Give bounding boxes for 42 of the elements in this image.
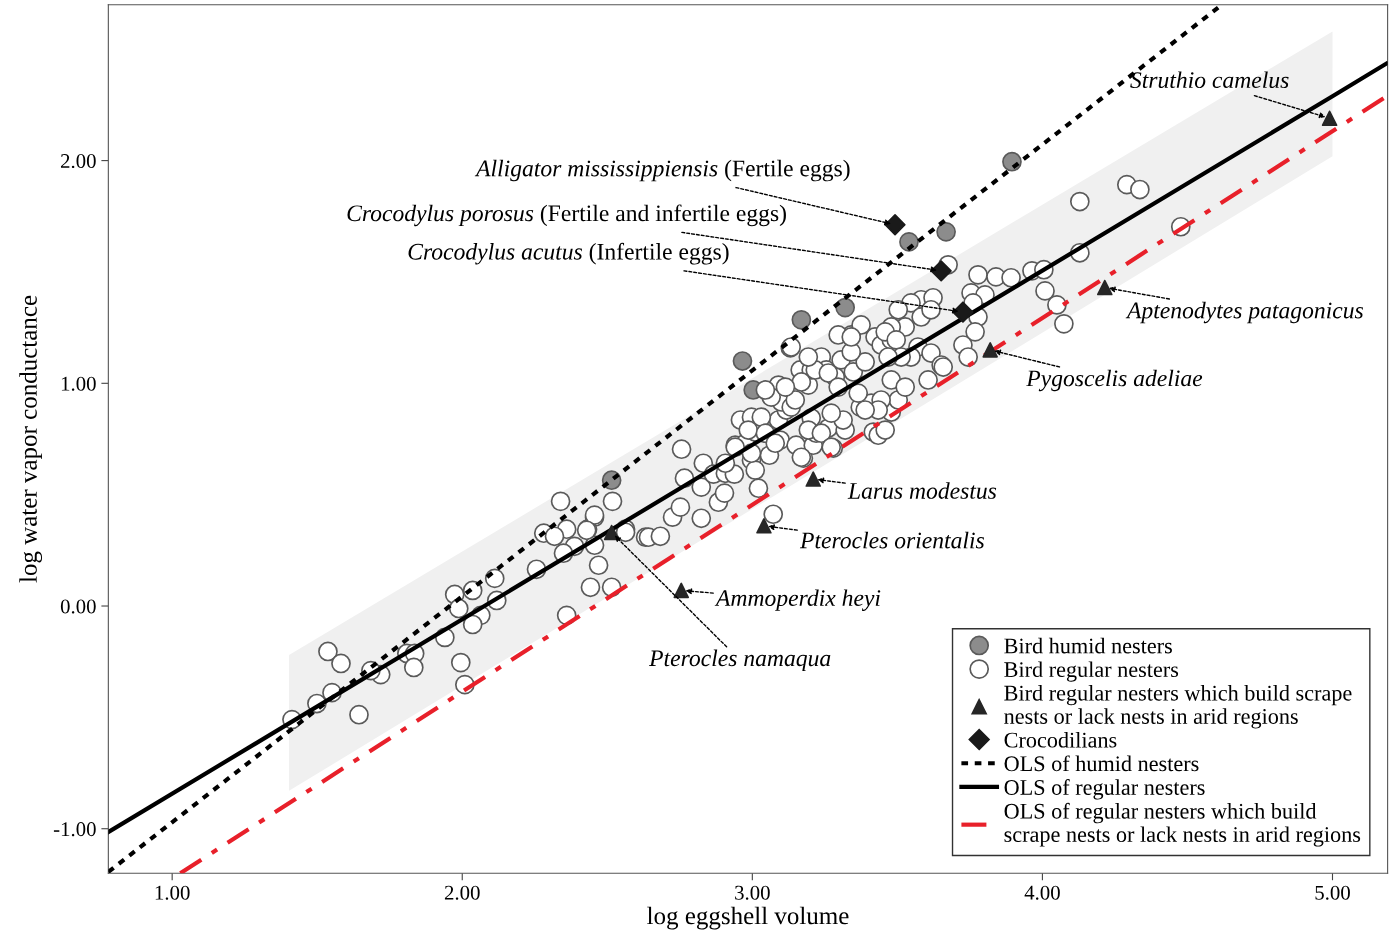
x-tick-label: 3.00 xyxy=(735,885,770,900)
point xyxy=(805,471,822,487)
point xyxy=(1321,110,1338,127)
y-tick-label: 0.00 xyxy=(60,599,96,614)
x-axis-title: log eggshell volume xyxy=(647,906,849,930)
annotation: Ammoperdix heyi xyxy=(714,589,881,611)
point xyxy=(884,214,906,236)
annotation: Aptenodytes patagonicus xyxy=(1125,301,1364,324)
legend-label: Crocodilians xyxy=(1004,731,1117,748)
annotation: Larus modestus xyxy=(847,482,997,499)
point xyxy=(1096,279,1113,296)
point xyxy=(732,351,753,371)
y-tick-label: 2.00 xyxy=(60,153,96,169)
point xyxy=(952,301,974,323)
annotation: Struthio camelus xyxy=(1130,71,1289,89)
point xyxy=(930,260,952,282)
annotation: Pterocles orientalis xyxy=(799,531,985,549)
point xyxy=(673,582,690,599)
point xyxy=(936,221,956,242)
x-tick-label: 1.00 xyxy=(155,885,190,900)
x-tick-label: 5.00 xyxy=(1315,885,1350,900)
point xyxy=(982,342,998,358)
annotation: Crocodylus acutus (Infertile eggs) xyxy=(408,242,729,265)
y-axis-title: log water vapor conductance xyxy=(19,295,43,583)
point xyxy=(835,297,856,318)
y-tick-label: 1.00 xyxy=(61,376,96,391)
legend-label: Bird regular nesters xyxy=(1004,661,1179,682)
legend-label: OLS of humid nesters xyxy=(1004,755,1199,772)
annotation: Alligator mississippiensis (Fertile eggs) xyxy=(474,159,850,182)
x-tick-label: 4.00 xyxy=(1024,885,1060,900)
y-tick-label: -1.00 xyxy=(53,822,96,837)
point xyxy=(756,518,772,534)
legend-label: OLS of regular nesters xyxy=(1004,779,1205,800)
x-tick-label: 2.00 xyxy=(444,885,480,900)
legend-label: OLS of regular nesters which build scrape nests or lack nests in arid regions xyxy=(1004,802,1361,847)
legend-label: Bird humid nesters xyxy=(1004,637,1172,654)
point xyxy=(603,524,620,541)
annotation: Pygoscelis adeliae xyxy=(1026,369,1203,392)
point xyxy=(791,309,812,330)
annotation: Pterocles namaqua xyxy=(649,649,831,672)
legend-label: Bird regular nesters which build scrape nests or lack nests in arid regions xyxy=(1004,685,1352,729)
annotation: Crocodylus porosus (Fertile and infertile eggs) xyxy=(347,204,786,227)
